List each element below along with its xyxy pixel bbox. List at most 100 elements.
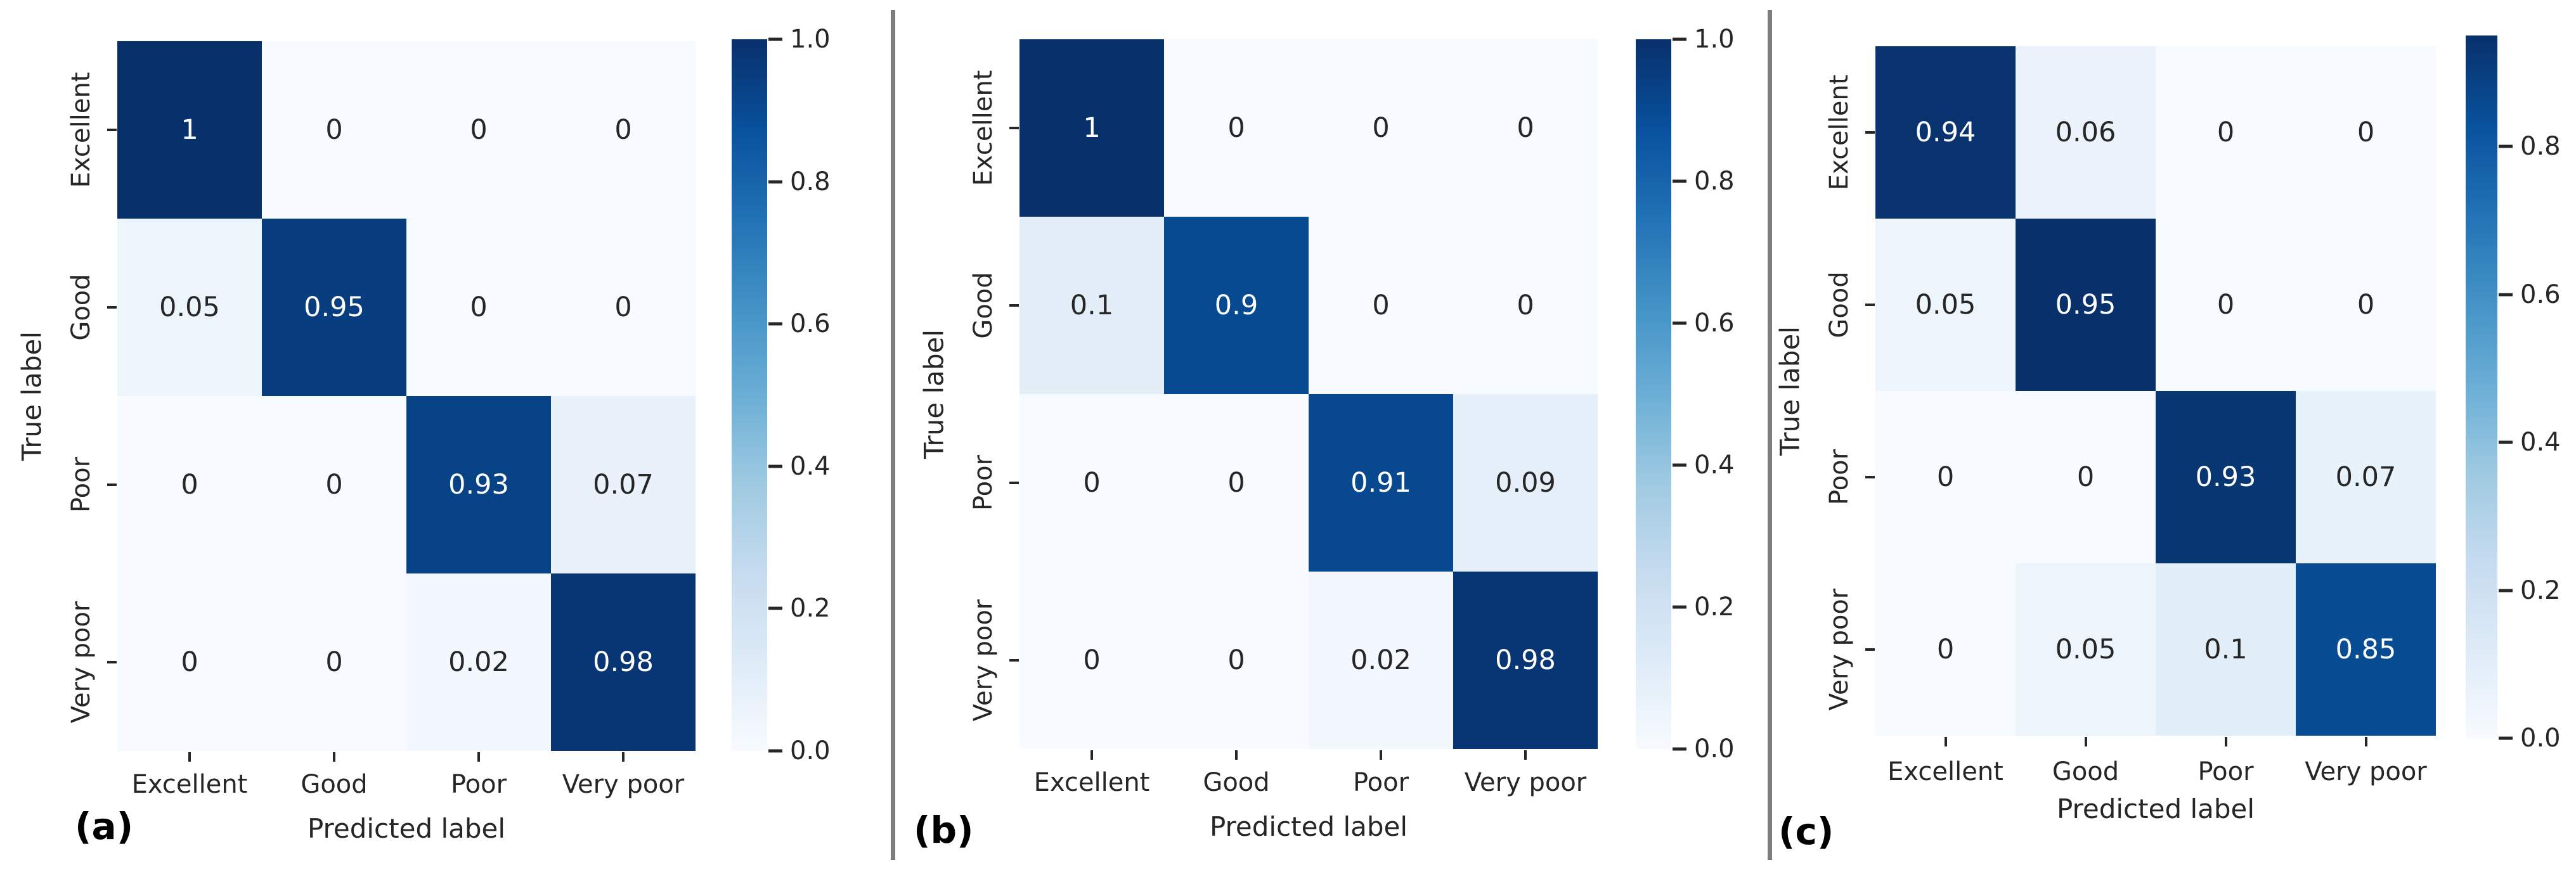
cell-value: 0.05: [2055, 634, 2116, 665]
x-tick-label: Poor: [450, 770, 507, 799]
x-tick-mark: [2224, 737, 2227, 746]
colorbar-tick-mark: [2499, 589, 2513, 592]
y-tick-label: Excellent: [67, 72, 96, 188]
x-axis-label: Predicted label: [1209, 811, 1408, 842]
cell-b-r1c1: 0.9: [1164, 217, 1309, 394]
cell-c-r0c3: 0: [2296, 46, 2436, 219]
cell-value: 0.05: [1915, 289, 1976, 321]
y-tick-label: Good: [67, 274, 96, 341]
cell-value: 0: [1227, 467, 1245, 499]
cell-c-r2c0: 0: [1875, 391, 2016, 563]
colorbar-tick-mark: [2499, 293, 2513, 297]
cell-value: 0.09: [1495, 467, 1556, 499]
cell-value: 0: [181, 646, 198, 678]
colorbar-tick-mark: [1673, 179, 1686, 183]
cell-a-r2c3: 0.07: [551, 396, 696, 573]
colorbar-tick-label: 0.0: [790, 736, 831, 765]
colorbar-tick-mark: [2499, 736, 2513, 740]
cell-value: 0.85: [2335, 634, 2397, 665]
colorbar-tick-label: 0.0: [1694, 734, 1735, 764]
cell-value: 0: [181, 469, 198, 501]
colorbar-tick-mark: [2499, 144, 2513, 148]
cell-c-r3c2: 0.1: [2156, 563, 2296, 736]
y-tick-label: Poor: [67, 456, 96, 513]
x-tick-label: Excellent: [131, 770, 248, 799]
panel-letter-a: (a): [75, 805, 134, 848]
cell-a-r2c1: 0: [262, 396, 406, 573]
cell-a-r0c1: 0: [262, 41, 406, 219]
y-tick-mark: [1865, 304, 1875, 306]
y-tick-mark: [1009, 482, 1019, 484]
cell-a-r3c1: 0: [262, 573, 406, 751]
confusion-matrix-panel-a: 1 0 0 0 0.05 0.95 0 0 0 0 0.93 0.07 0 0 0.02 0.98 Excell…: [0, 0, 891, 877]
cell-value: 0: [325, 469, 343, 501]
cell-a-r1c1: 0.95: [262, 219, 406, 396]
colorbar-tick-label: 0.6: [790, 309, 831, 339]
panel-letter-b: (b): [914, 809, 974, 852]
cell-value: 0.05: [159, 291, 220, 323]
cell-b-r1c0: 0.1: [1019, 217, 1164, 394]
cell-value: 0: [1227, 112, 1245, 144]
cell-b-r2c0: 0: [1019, 394, 1164, 572]
cell-a-r1c0: 0.05: [117, 219, 262, 396]
y-tick-label: Very poor: [969, 599, 998, 722]
cell-value: 0: [2217, 117, 2235, 148]
cell-value: 0.91: [1350, 467, 1411, 499]
x-tick-mark: [1380, 750, 1382, 760]
colorbar-tick-mark: [1673, 37, 1686, 41]
cell-value: 0.93: [2195, 461, 2256, 493]
cell-value: 0: [1083, 467, 1101, 499]
cell-value: 0: [1227, 644, 1245, 676]
colorbar-tick-label: 0.2: [1694, 592, 1735, 622]
cell-value: 0.1: [1070, 290, 1114, 321]
cell-value: 0.02: [448, 646, 509, 678]
cell-value: 0.07: [593, 469, 654, 501]
cell-value: 0: [1372, 112, 1390, 144]
cell-value: 0: [325, 114, 343, 146]
x-tick-label: Good: [1203, 768, 1270, 797]
colorbar-tick-label: 1.0: [1694, 25, 1735, 54]
y-tick-label: Very poor: [67, 601, 96, 724]
colorbar-tick-label: 0.2: [2520, 575, 2561, 605]
cell-b-r0c1: 0: [1164, 39, 1309, 217]
colorbar-tick-label: 0.6: [1694, 309, 1735, 338]
x-tick-mark: [2364, 737, 2367, 746]
cell-b-r0c2: 0: [1309, 39, 1453, 217]
cell-b-r1c3: 0: [1453, 217, 1598, 394]
colorbar-tick-mark: [768, 180, 782, 184]
cell-value: 0: [1372, 290, 1390, 321]
x-tick-mark: [1944, 737, 1947, 746]
colorbar-tick-mark: [768, 464, 782, 468]
y-tick-mark: [1865, 476, 1875, 478]
cell-b-r1c2: 0: [1309, 217, 1453, 394]
colorbar-tick-label: 0.6: [2520, 279, 2561, 309]
y-tick-mark: [107, 483, 117, 486]
panel-divider-2: [1768, 10, 1772, 860]
y-tick-label: Excellent: [1825, 74, 1854, 191]
y-tick-mark: [1865, 131, 1875, 134]
cell-a-r2c0: 0: [117, 396, 262, 573]
cell-value: 0: [1936, 461, 1955, 493]
cell-value: 0: [2357, 117, 2375, 148]
x-tick-label: Very poor: [562, 770, 685, 799]
colorbar-tick-mark: [1673, 321, 1686, 325]
colorbar-tick-label: 0.4: [1694, 451, 1735, 480]
y-tick-mark: [107, 661, 117, 663]
cell-c-r0c1: 0.06: [2016, 46, 2156, 219]
cell-b-r2c1: 0: [1164, 394, 1309, 572]
cell-a-r3c0: 0: [117, 573, 262, 751]
y-tick-mark: [1865, 648, 1875, 651]
colorbar-tick-label: 0.0: [2520, 724, 2561, 753]
x-tick-label: Excellent: [1033, 768, 1150, 797]
panel-divider-1: [891, 10, 895, 860]
x-tick-label: Good: [2052, 757, 2120, 786]
confusion-matrix-panel-b: 1 0 0 0 0.1 0.9 0 0 0 0 0.91 0.09 0 0 0.02 0.98 Excellen…: [891, 0, 1767, 877]
colorbar-b: [1636, 39, 1671, 749]
colorbar-tick-mark: [1673, 463, 1686, 467]
colorbar-c: [2466, 35, 2497, 738]
colorbar-tick-label: 0.2: [790, 594, 831, 624]
cell-value: 0.1: [2204, 634, 2248, 665]
cell-b-r2c2: 0.91: [1309, 394, 1453, 572]
panel-letter-c: (c): [1778, 810, 1834, 853]
